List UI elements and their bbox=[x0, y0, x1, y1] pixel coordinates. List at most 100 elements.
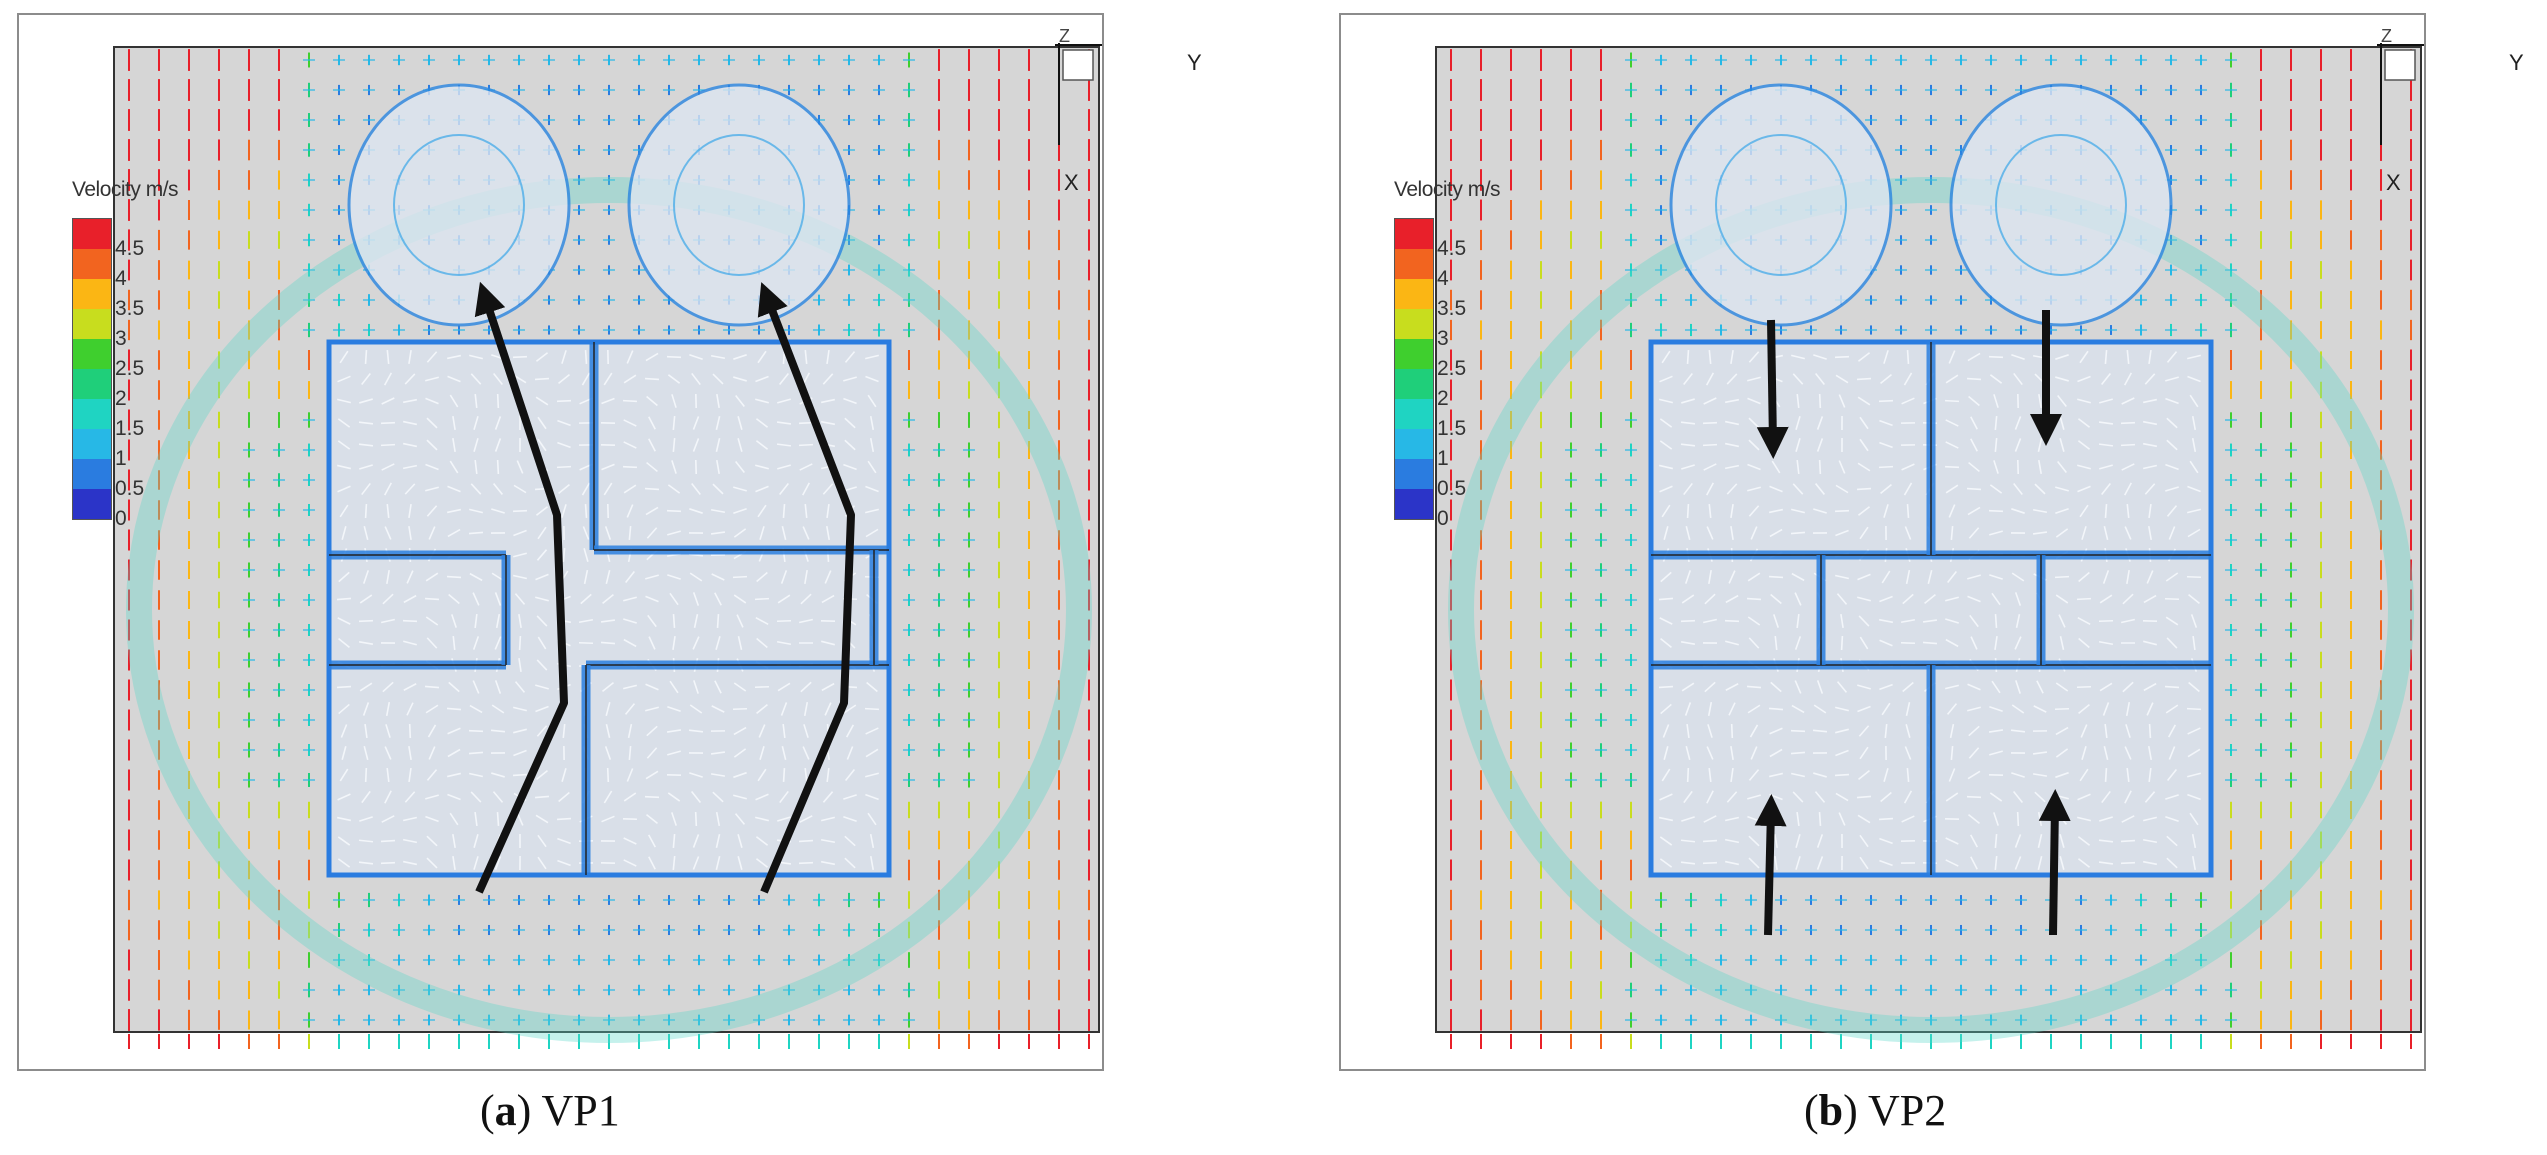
interior-vector bbox=[733, 771, 747, 779]
interior-vector bbox=[1966, 377, 1982, 381]
interior-vector bbox=[472, 592, 480, 606]
flow-direction-arrow bbox=[757, 282, 855, 894]
interior-vector bbox=[403, 683, 417, 691]
interior-vector bbox=[865, 727, 879, 735]
interior-vector bbox=[381, 815, 395, 823]
interior-vector bbox=[2144, 791, 2156, 803]
interior-vector bbox=[1659, 617, 1673, 625]
interior-vector bbox=[759, 526, 765, 540]
interior-vector bbox=[1944, 465, 1960, 469]
interior-vector bbox=[2077, 617, 2091, 625]
wake-vortex bbox=[627, 83, 851, 327]
interior-vector bbox=[2099, 816, 2113, 822]
interior-vector bbox=[513, 749, 527, 757]
wake-vortex bbox=[1669, 83, 1893, 327]
interior-vector bbox=[865, 528, 879, 538]
interior-vector bbox=[535, 596, 549, 602]
interior-vector bbox=[865, 485, 879, 493]
interior-vector bbox=[2166, 351, 2178, 363]
interior-vector bbox=[1994, 415, 1998, 431]
interior-vector bbox=[363, 746, 369, 760]
interior-vector bbox=[1659, 375, 1673, 383]
interior-vector bbox=[646, 461, 658, 473]
interior-vector bbox=[1724, 442, 1740, 448]
interior-vector bbox=[1967, 595, 1981, 603]
interior-vector bbox=[692, 856, 700, 870]
interior-vector bbox=[2188, 681, 2200, 693]
interior-vector bbox=[826, 767, 830, 783]
interior-vector bbox=[2101, 790, 2111, 804]
interior-vector bbox=[514, 681, 526, 693]
interior-vector bbox=[427, 724, 437, 738]
interior-vector bbox=[425, 815, 439, 823]
interior-vector bbox=[473, 856, 479, 870]
interior-vector bbox=[536, 725, 548, 737]
interior-vector bbox=[2144, 483, 2156, 495]
wake-vortex bbox=[393, 134, 525, 276]
interior-vector bbox=[2079, 768, 2089, 782]
interior-vector bbox=[425, 794, 439, 800]
interior-vector bbox=[822, 373, 834, 385]
interior-vector bbox=[2101, 483, 2111, 495]
interior-vector bbox=[2055, 726, 2069, 736]
interior-vector bbox=[2120, 861, 2136, 865]
interior-vector bbox=[2036, 680, 2044, 694]
interior-vector bbox=[780, 702, 788, 716]
interior-vector bbox=[2055, 354, 2069, 360]
interior-vector bbox=[380, 839, 396, 843]
interior-vector bbox=[606, 767, 610, 783]
interior-vector bbox=[2142, 464, 2158, 470]
interior-vector bbox=[1747, 704, 1761, 714]
interior-vector bbox=[1816, 416, 1824, 430]
interior-vector bbox=[1879, 837, 1893, 845]
interior-vector bbox=[2078, 703, 2090, 715]
interior-vector bbox=[1818, 393, 1822, 409]
interior-vector bbox=[1747, 572, 1761, 582]
interior-vector bbox=[1968, 747, 1980, 759]
interior-vector bbox=[493, 373, 503, 385]
interior-vector bbox=[513, 706, 527, 712]
interior-vector bbox=[844, 351, 856, 363]
interior-vector bbox=[403, 640, 417, 646]
interior-vector bbox=[822, 791, 834, 803]
interior-vector bbox=[2014, 592, 2022, 606]
interior-vector bbox=[2165, 486, 2179, 492]
interior-vector bbox=[1989, 530, 2003, 536]
interior-vector bbox=[843, 397, 857, 405]
interior-vector bbox=[1768, 707, 1784, 711]
interior-vector bbox=[2014, 636, 2022, 650]
interior-vector bbox=[647, 614, 657, 628]
interior-vector bbox=[512, 355, 528, 359]
interior-vector bbox=[798, 618, 814, 624]
interior-vector bbox=[1818, 811, 1822, 827]
legend-swatch bbox=[1395, 429, 1433, 459]
legend-swatch bbox=[73, 399, 111, 429]
interior-vector bbox=[1681, 398, 1695, 404]
interior-vector bbox=[1989, 750, 2003, 756]
interior-vector bbox=[646, 527, 658, 539]
interior-vector bbox=[472, 636, 480, 650]
interior-vector bbox=[1927, 570, 1933, 584]
interior-vector bbox=[337, 793, 351, 801]
caption-text: VP2 bbox=[1868, 1086, 1947, 1135]
interior-vector bbox=[2011, 508, 2025, 514]
interior-vector bbox=[780, 570, 788, 584]
interior-vector bbox=[1993, 394, 1999, 408]
interior-vector bbox=[1813, 704, 1827, 714]
interior-vector bbox=[1680, 861, 1696, 865]
interior-vector bbox=[361, 372, 371, 386]
interior-vector bbox=[358, 443, 374, 447]
interior-vector bbox=[648, 636, 656, 650]
interior-vector bbox=[2081, 746, 2087, 760]
interior-vector bbox=[603, 372, 613, 386]
interior-vector bbox=[2126, 767, 2130, 783]
interior-vector bbox=[692, 416, 700, 430]
interior-vector bbox=[2034, 483, 2046, 495]
interior-vector bbox=[1884, 723, 1888, 739]
interior-vector bbox=[1902, 593, 1914, 605]
flow-halo bbox=[1448, 177, 2414, 1043]
interior-vector bbox=[1774, 855, 1778, 871]
interior-vector bbox=[1750, 526, 1758, 540]
interior-vector bbox=[1658, 597, 1674, 601]
interior-vector bbox=[1879, 595, 1893, 603]
